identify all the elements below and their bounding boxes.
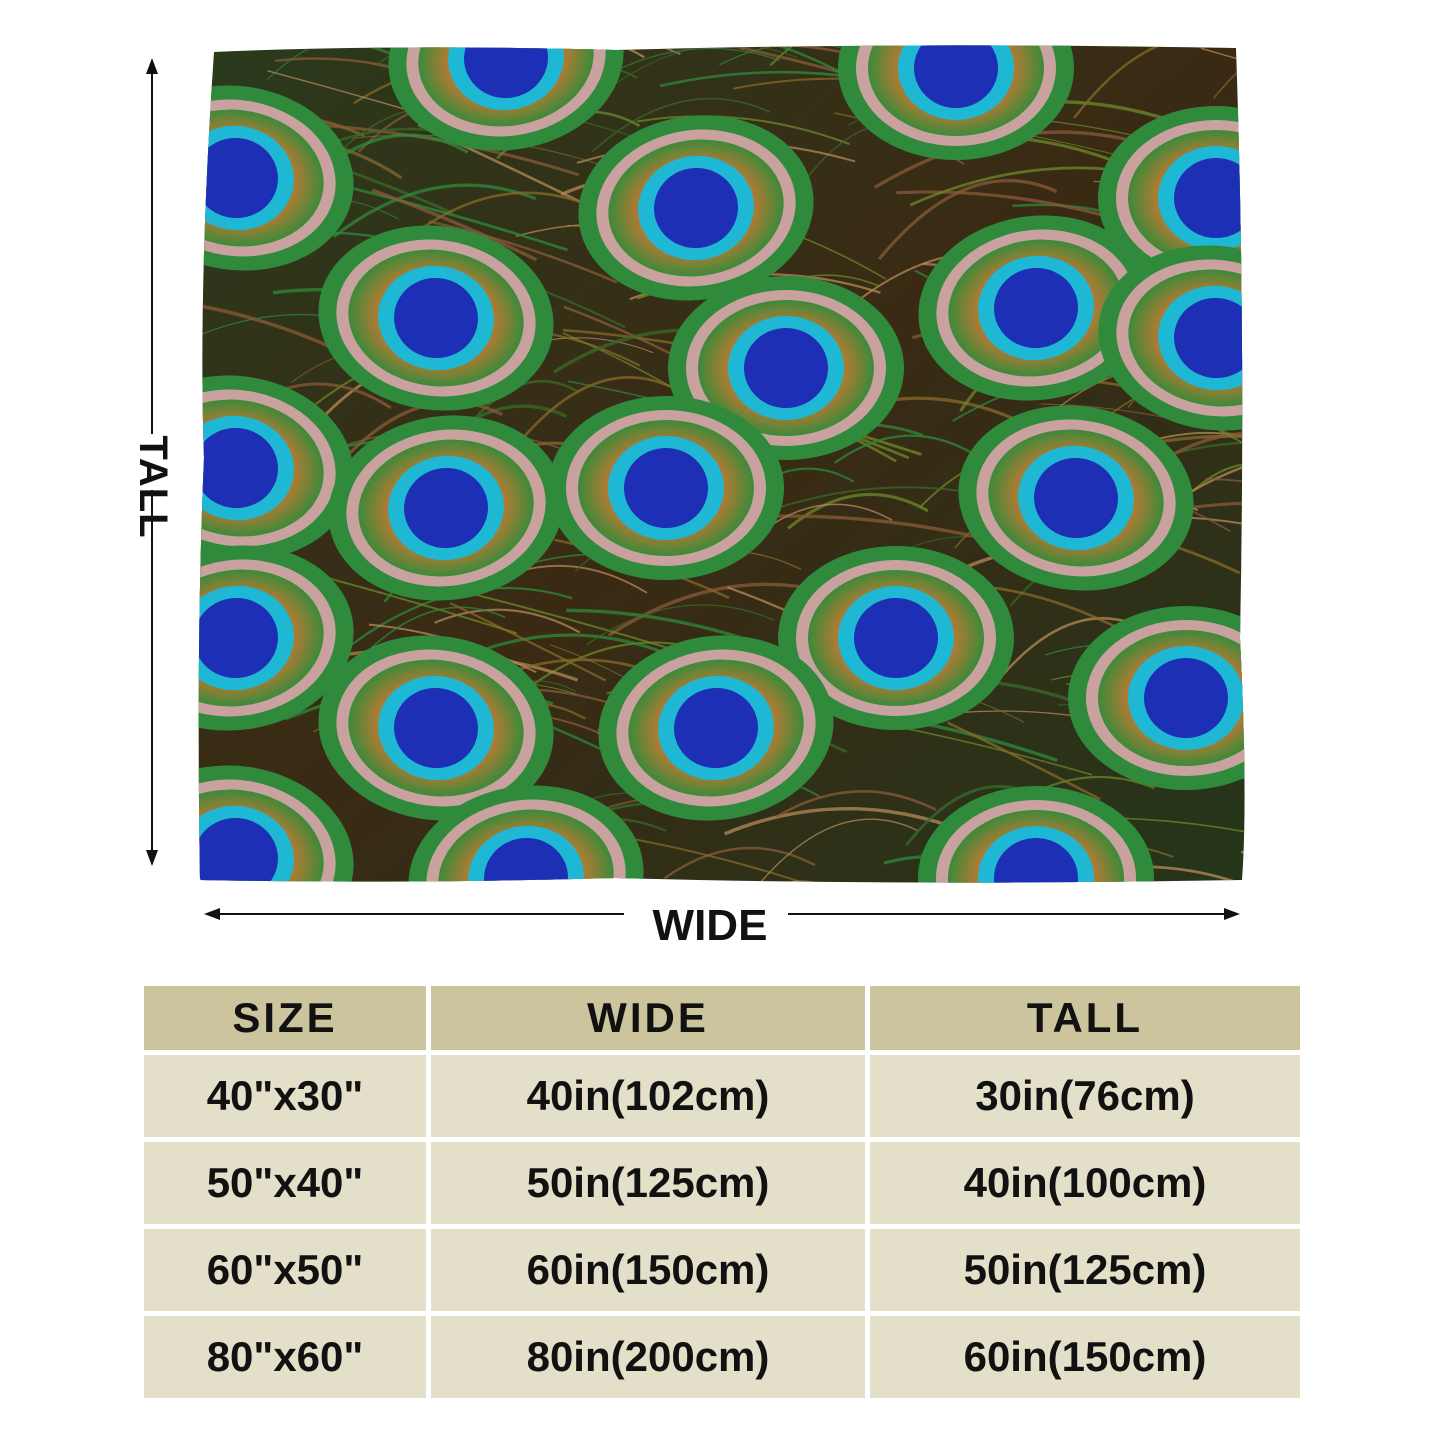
feather-eye xyxy=(778,546,1014,730)
row-4-tall: 60in(150cm) xyxy=(870,1316,1300,1398)
feather-eye xyxy=(578,115,814,301)
feather-eye xyxy=(198,545,354,731)
header-size: SIZE xyxy=(144,986,426,1050)
feather-eye xyxy=(1098,106,1245,290)
row-1-size: 40"x30" xyxy=(144,1055,426,1137)
row-2-wide: 50in(125cm) xyxy=(431,1142,865,1224)
wide-arrow xyxy=(204,902,1240,926)
size-table: SIZE WIDE TALL 40"x30" 40in(102cm) 30in(… xyxy=(144,986,1300,1398)
blanket-image xyxy=(196,38,1252,888)
row-1-tall: 30in(76cm) xyxy=(870,1055,1300,1137)
feather-eye xyxy=(388,45,624,151)
row-4-size: 80"x60" xyxy=(144,1316,426,1398)
row-2-tall: 40in(100cm) xyxy=(870,1142,1300,1224)
feather-eye xyxy=(548,396,784,580)
row-2-size: 50"x40" xyxy=(144,1142,426,1224)
feather-eye xyxy=(598,635,834,821)
feather-eye xyxy=(408,785,644,883)
header-wide: WIDE xyxy=(431,986,865,1050)
row-1-wide: 40in(102cm) xyxy=(431,1055,865,1137)
feather-eye xyxy=(328,415,564,601)
feather-eye xyxy=(198,375,354,561)
row-4-wide: 80in(200cm) xyxy=(431,1316,865,1398)
row-3-wide: 60in(150cm) xyxy=(431,1229,865,1311)
feather-eye xyxy=(958,405,1194,591)
feather-eye xyxy=(198,765,354,883)
row-3-tall: 50in(125cm) xyxy=(870,1229,1300,1311)
feather-eye xyxy=(1068,606,1245,790)
feather-eye xyxy=(918,215,1154,401)
row-3-size: 60"x50" xyxy=(144,1229,426,1311)
tall-arrow xyxy=(140,58,164,866)
peacock-feather-pattern xyxy=(198,45,1245,883)
feather-eye xyxy=(318,225,554,411)
header-tall: TALL xyxy=(870,986,1300,1050)
feather-eye xyxy=(838,45,1074,160)
wide-label: WIDE xyxy=(652,901,768,950)
feather-eye xyxy=(918,786,1154,883)
feather-eye xyxy=(318,635,554,821)
tall-label: TALL xyxy=(131,435,176,539)
feather-eye xyxy=(198,85,354,271)
feather-eye xyxy=(1098,245,1245,431)
